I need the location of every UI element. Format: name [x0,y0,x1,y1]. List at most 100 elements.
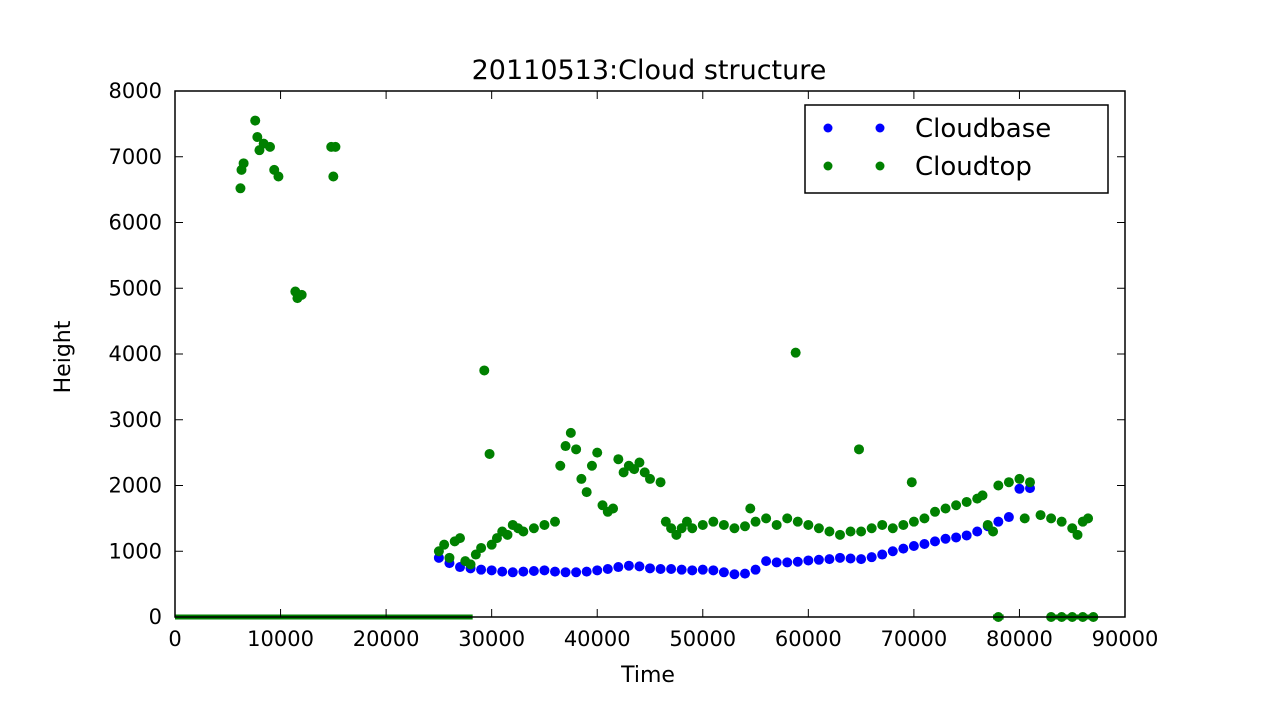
data-point [771,557,782,568]
data-point [571,567,582,578]
data-point [951,532,962,543]
y-tick-label: 8000 [109,79,162,103]
data-point [856,526,867,537]
data-point [740,521,750,532]
x-tick-label: 60000 [775,627,842,651]
data-point [476,564,487,575]
data-point [330,141,341,152]
data-point [824,526,835,537]
data-point [250,115,261,126]
data-point [560,441,571,452]
y-tick-label: 3000 [109,408,162,432]
data-point [708,565,719,576]
data-point [608,503,619,514]
data-point [866,523,877,534]
data-point [655,477,666,488]
data-point [486,565,497,576]
data-point [265,141,275,152]
data-point [687,565,698,576]
data-point [1035,510,1046,521]
x-tick-label: 40000 [564,627,631,651]
data-point [877,549,888,560]
data-point [977,490,988,501]
data-point [592,565,603,576]
data-point [1003,477,1014,488]
data-point [887,523,898,534]
data-point [961,530,972,541]
data-point [238,158,249,169]
data-point [507,567,518,578]
data-point [497,566,508,577]
y-axis-title: Height [51,320,76,393]
data-point [845,526,856,537]
x-tick-label: 90000 [1092,627,1159,651]
data-point [919,513,930,524]
data-point [634,561,645,572]
x-tick-label: 20000 [353,627,420,651]
data-point [750,516,761,527]
data-point [930,506,940,517]
data-point [455,533,465,544]
data-point [813,523,824,534]
data-point [328,171,339,182]
data-point [908,516,919,527]
data-point [1083,513,1094,524]
data-point [898,543,909,554]
data-point [835,552,845,563]
data-point [993,516,1004,527]
data-point [898,519,909,530]
x-tick-label: 0 [168,627,181,651]
data-point [792,556,803,567]
data-point [666,564,677,575]
data-point [518,566,529,577]
data-point [1014,473,1025,484]
data-point [845,553,856,564]
data-point [602,564,613,575]
data-point [771,519,782,530]
data-point [576,473,587,484]
data-point [866,552,877,563]
data-point [565,427,576,438]
data-point [465,559,476,570]
y-tick-label: 2000 [109,474,162,498]
data-point [729,523,740,534]
data-point [906,477,917,488]
data-point [790,347,801,358]
data-point [571,444,582,455]
legend: Cloudbase Cloudtop [804,104,1109,194]
data-point [479,365,490,376]
data-point [676,564,687,575]
data-point [988,526,999,537]
data-point [539,565,550,576]
data-point [528,523,539,534]
data-point [252,132,263,143]
data-point [1046,513,1057,524]
x-axis-title: Time [620,663,675,688]
data-point [581,487,592,498]
x-tick-label: 30000 [458,627,525,651]
data-point [824,554,835,565]
data-point [803,555,814,566]
y-tick-label: 7000 [109,145,162,169]
data-point [444,552,455,563]
data-point [645,473,655,484]
data-point [476,542,487,553]
y-tick-label: 6000 [109,211,162,235]
x-tick-label: 10000 [247,627,314,651]
data-point [940,503,951,514]
data-point [792,516,803,527]
data-point [697,564,708,575]
data-point [761,556,772,567]
data-point [560,567,571,578]
data-point [655,564,666,575]
legend-marker [823,123,833,133]
y-tick-label: 4000 [109,342,162,366]
data-point [687,523,698,534]
y-tick-label: 1000 [109,539,162,563]
data-point [555,460,566,471]
data-point [877,519,888,530]
data-point [835,529,845,540]
data-point [782,513,793,524]
data-point [528,565,539,576]
